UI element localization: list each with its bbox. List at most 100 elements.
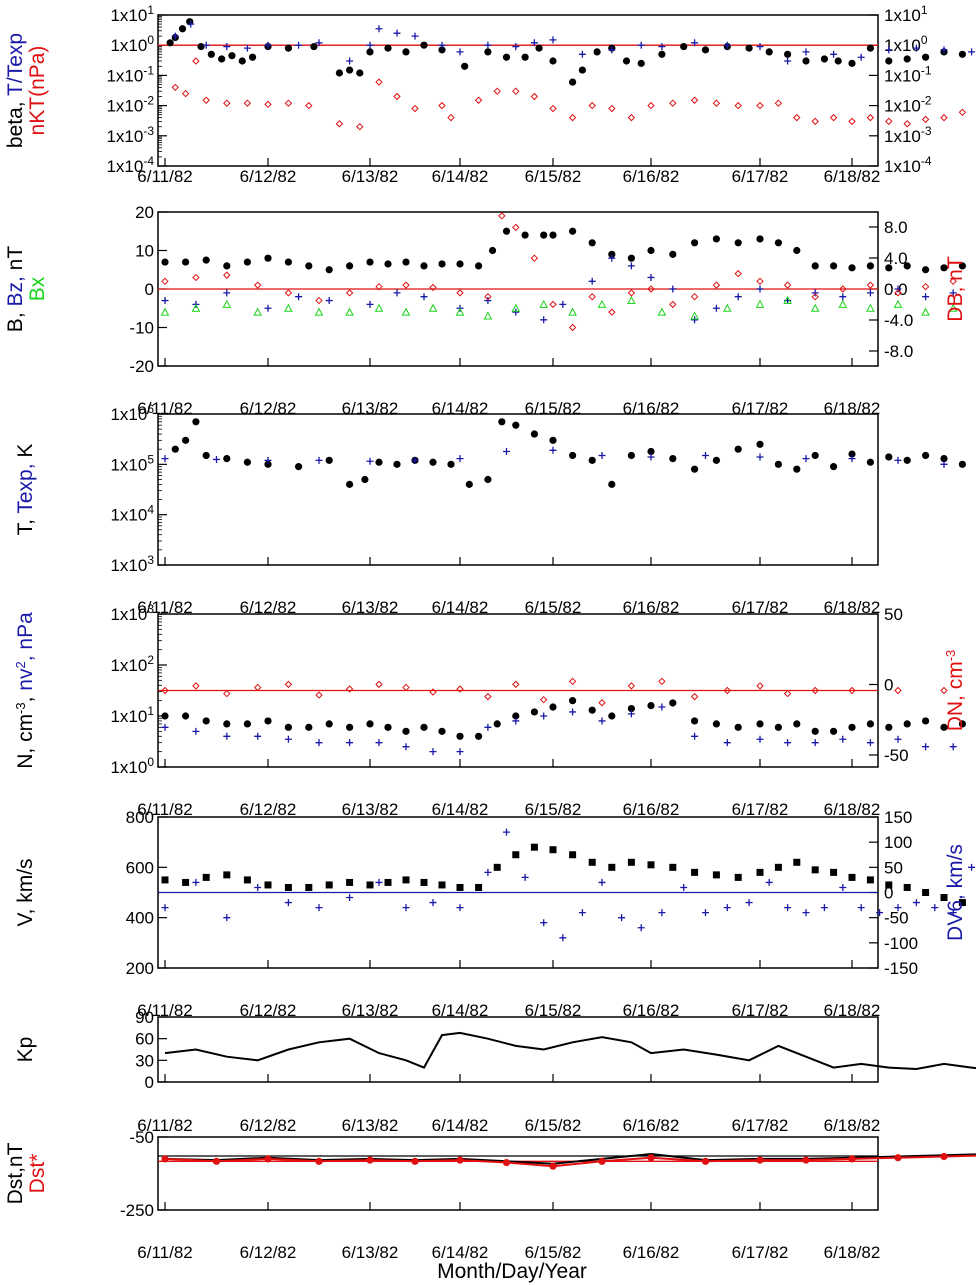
- data-point: [264, 304, 272, 312]
- data-point: [420, 262, 428, 270]
- y-axis-label: beta, T/Texp: [4, 33, 27, 148]
- y2-tick-label: 4.0: [884, 249, 908, 268]
- data-point: [182, 878, 190, 886]
- data-point: [549, 36, 557, 44]
- data-point: [949, 909, 957, 917]
- data-point: [465, 480, 473, 488]
- data-point: [627, 113, 636, 122]
- data-point: [182, 712, 190, 720]
- data-point: [375, 878, 383, 886]
- data-point: [295, 293, 303, 301]
- y2-tick-label: 1x10-1: [884, 63, 932, 85]
- data-point: [502, 227, 511, 235]
- data-point: [384, 723, 392, 731]
- data-point: [223, 914, 231, 922]
- y-tick-label: 1x10-4: [106, 154, 154, 176]
- data-point: [598, 451, 606, 459]
- data-point: [569, 227, 577, 235]
- data-point: [848, 723, 856, 731]
- data-point: [622, 57, 631, 65]
- data-point: [447, 113, 455, 122]
- data-point: [680, 883, 688, 891]
- data-point: [734, 101, 742, 110]
- data-point: [903, 55, 911, 63]
- data-point: [712, 720, 721, 728]
- data-point: [305, 101, 313, 110]
- data-point: [885, 881, 893, 889]
- x-tick-label: 6/18/82: [824, 1243, 881, 1262]
- data-point: [488, 246, 497, 255]
- data-point: [755, 299, 765, 308]
- data-point: [598, 1157, 606, 1165]
- y2-axis-label: DB, nT: [944, 256, 967, 322]
- data-point: [161, 1155, 169, 1163]
- data-point: [549, 231, 557, 239]
- data-point: [885, 723, 893, 731]
- data-point: [569, 697, 577, 705]
- x-tick-label: 6/17/82: [732, 399, 789, 418]
- data-point: [264, 460, 272, 468]
- data-point: [588, 706, 596, 714]
- data-point: [484, 723, 492, 731]
- data-point: [894, 285, 902, 293]
- y-tick-label: 1x103: [110, 602, 154, 624]
- data-point: [428, 303, 438, 312]
- data-point: [958, 720, 967, 728]
- data-point: [712, 281, 721, 289]
- data-point: [811, 686, 819, 695]
- data-point: [411, 456, 419, 464]
- data-point: [793, 113, 801, 122]
- data-point: [305, 883, 313, 891]
- data-point: [784, 57, 792, 65]
- data-point: [253, 683, 262, 692]
- data-point: [222, 299, 232, 308]
- data-point: [402, 683, 410, 692]
- data-point: [839, 285, 847, 293]
- data-point: [578, 66, 587, 74]
- x-tick-label: 6/14/82: [432, 167, 489, 186]
- data-point: [637, 59, 645, 67]
- data-point: [857, 53, 865, 61]
- data-point: [284, 258, 292, 266]
- data-point: [223, 454, 231, 463]
- data-point: [530, 92, 539, 101]
- data-point: [484, 41, 492, 49]
- data-point: [284, 303, 293, 312]
- panel-beta: 6/11/82 6/12/82 6/13/82 6/14/82 6/15/82 6/16/…: [4, 3, 976, 186]
- plot-frame: [157, 14, 879, 167]
- data-point: [802, 48, 810, 56]
- data-point: [512, 223, 520, 232]
- panel-dens: 6/11/82 6/12/82 6/13/82 6/14/82 6/15/82 6/16/…: [13, 602, 968, 819]
- data-point: [669, 99, 677, 107]
- y-axis-label: B, Bz, nT: [4, 246, 27, 333]
- data-point: [894, 904, 902, 912]
- x-tick-label: 6/18/82: [824, 167, 881, 186]
- data-point: [429, 748, 437, 756]
- data-point: [811, 727, 819, 735]
- series-beta: [166, 18, 967, 86]
- data-point: [691, 239, 699, 247]
- x-tick-label: 6/17/82: [732, 800, 789, 819]
- data-point: [540, 316, 548, 324]
- data-point: [793, 465, 801, 473]
- data-point: [393, 289, 401, 297]
- data-point: [921, 282, 930, 291]
- data-point: [429, 458, 437, 466]
- data-point: [894, 686, 902, 695]
- data-point: [325, 297, 333, 305]
- data-point: [512, 851, 520, 859]
- y2-tick-label: -150: [884, 959, 918, 978]
- data-point: [559, 934, 567, 942]
- x-tick-label: 6/17/82: [732, 1001, 789, 1020]
- data-point: [254, 883, 262, 891]
- data-point: [848, 455, 856, 463]
- data-point: [948, 303, 958, 312]
- data-point: [701, 46, 710, 54]
- data-point: [722, 303, 732, 312]
- y-tick-label: 1x105: [110, 452, 154, 474]
- y-tick-label: 1x100: [110, 33, 154, 55]
- data-point: [314, 307, 324, 316]
- data-point: [922, 889, 930, 896]
- data-point: [588, 101, 596, 110]
- data-point: [866, 720, 875, 728]
